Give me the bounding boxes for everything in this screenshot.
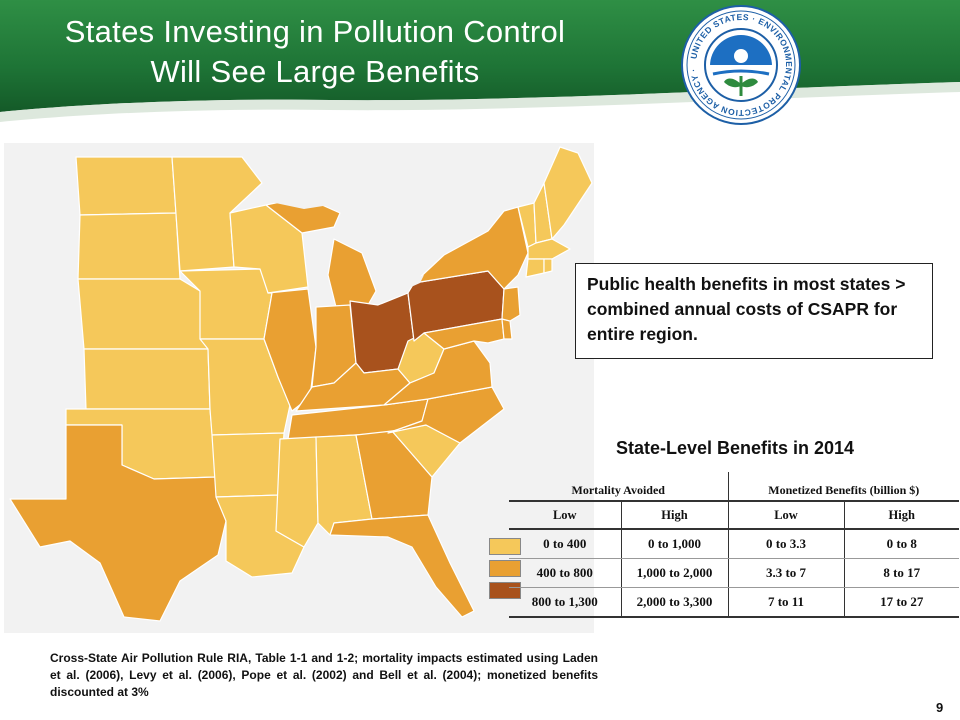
state-north-carolina [387,386,505,444]
header-mortality-avoided: Mortality Avoided [509,472,728,502]
state-arkansas [211,432,285,498]
epa-seal-logo: UNITED STATES · ENVIRONMENTAL PROTECTION… [681,5,801,125]
table-cell: 8 to 17 [843,558,960,588]
header-benefits-low: Low [727,501,844,530]
lake-superior [266,191,342,209]
state-delaware [501,318,513,340]
state-texas [9,424,227,622]
title-line-1: States Investing in Pollution Control [64,14,566,49]
state-benefits-map [4,143,594,633]
table-title: State-Level Benefits in 2014 [615,438,855,458]
callout-box: Public health benefits in most states > … [575,263,933,359]
table-sub-header-row: Low High Low High [509,501,960,530]
state-north-dakota [75,156,177,216]
slide-title: States Investing in Pollution Control Wi… [0,12,630,92]
lake-michigan [308,235,328,303]
state-mississippi [275,436,319,548]
table-cell: 800 to 1,300 [509,587,621,618]
table-cell: 0 to 1,000 [620,529,728,559]
table-cell: 2,000 to 3,300 [620,587,728,618]
header-band: States Investing in Pollution Control Wi… [0,0,960,135]
table-row: 0 to 400 0 to 1,000 0 to 3.3 0 to 8 [509,529,960,559]
header-monetized-benefits: Monetized Benefits (billion $) [727,472,960,502]
state-new-york [413,206,529,290]
lake-erie [380,275,424,299]
table-cell: 1,000 to 2,000 [620,558,728,588]
table-row: 800 to 1,300 2,000 to 3,300 7 to 11 17 t… [509,587,960,618]
benefits-table: Mortality Avoided Monetized Benefits (bi… [509,472,960,618]
table-group-header-row: Mortality Avoided Monetized Benefits (bi… [509,472,960,502]
state-georgia [355,430,433,520]
state-illinois [263,288,317,412]
state-south-dakota [77,212,181,280]
table-cell: 400 to 800 [509,558,621,588]
table-cell: 0 to 3.3 [727,529,844,559]
table-cell: 0 to 400 [509,529,621,559]
header-mortality-high: High [620,501,728,530]
state-new-jersey [501,286,521,322]
header-mortality-low: Low [509,501,621,530]
table-cell: 7 to 11 [727,587,844,618]
table-row: 400 to 800 1,000 to 2,000 3.3 to 7 8 to … [509,558,960,588]
page-number: 9 [936,700,944,715]
title-line-2: Will See Large Benefits [150,54,480,89]
table-cell: 3.3 to 7 [727,558,844,588]
state-nebraska [77,278,209,350]
header-benefits-high: High [843,501,960,530]
table-cell: 0 to 8 [843,529,960,559]
state-florida [329,514,475,618]
state-kansas [83,348,211,410]
state-rhode-island [543,258,553,274]
table-cell: 17 to 27 [843,587,960,618]
source-note: Cross-State Air Pollution Rule RIA, Tabl… [50,651,598,699]
